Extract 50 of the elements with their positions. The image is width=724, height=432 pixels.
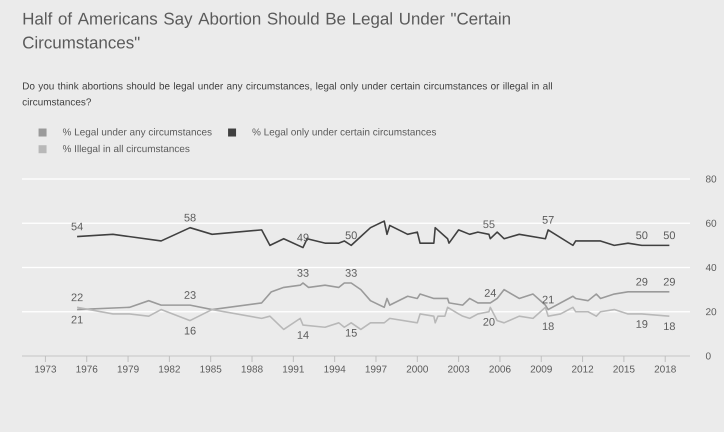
annotation: 49 [297, 234, 309, 242]
annotation: 20 [483, 318, 495, 326]
y-tick-label: 60 [706, 220, 716, 227]
legend-label: % Legal under any circumstances [62, 128, 212, 138]
annotation: 21 [542, 296, 554, 304]
x-tick-label: 1985 [200, 366, 222, 373]
annotation: 19 [636, 320, 648, 328]
chart-subtitle: Do you think abortions should be legal under any circumstances, legal only under certain circumstances or illegal in all circumstances? [22, 82, 552, 106]
x-tick-label: 1991 [283, 366, 304, 373]
annotation: 18 [664, 322, 675, 330]
annotation: 29 [664, 278, 675, 286]
annotation: 14 [298, 331, 309, 339]
annotation: 55 [483, 220, 495, 228]
annotation: 54 [71, 222, 83, 230]
annotation: 58 [184, 214, 196, 222]
annotation: 21 [72, 316, 83, 324]
y-tick-label: 40 [706, 264, 716, 272]
y-tick-label: 20 [706, 308, 716, 316]
annotation: 50 [346, 231, 357, 240]
x-tick-label: 1979 [118, 366, 139, 373]
annotation: 50 [664, 231, 676, 240]
annotation: 23 [184, 291, 196, 299]
x-tick-label: 2009 [530, 366, 552, 373]
legend-label: % Illegal in all circumstances [62, 144, 190, 154]
annotation: 22 [72, 293, 83, 302]
x-tick-label: 2015 [613, 366, 635, 373]
annotation: 33 [297, 269, 309, 277]
annotation: 15 [346, 329, 357, 337]
x-tick-label: 1997 [366, 366, 387, 373]
x-tick-label: 2018 [654, 366, 676, 373]
chart-title: Half of Americans Say Abortion Should Be Legal Under "Certain Circumstances" [23, 12, 510, 49]
y-tick-label: 80 [706, 175, 716, 183]
x-tick-label: 1976 [76, 366, 98, 373]
annotation: 33 [346, 269, 357, 277]
x-tick-label: 1973 [35, 366, 56, 373]
x-tick-label: 1994 [324, 366, 346, 373]
annotation: 57 [542, 216, 554, 224]
annotation: 24 [484, 289, 496, 297]
x-tick-label: 2000 [406, 366, 428, 373]
annotation: 50 [636, 231, 648, 240]
annotation: 29 [636, 278, 648, 286]
x-tick-label: 1988 [242, 366, 263, 373]
x-tick-label: 2012 [572, 366, 594, 373]
x-tick-label: 1982 [159, 366, 180, 373]
legend-label: % Legal only under certain circumstances [252, 128, 436, 138]
y-tick-label: 0 [706, 352, 711, 360]
x-tick-label: 2003 [448, 366, 470, 373]
x-tick-label: 2006 [489, 366, 511, 373]
annotation: 18 [542, 322, 554, 330]
annotation: 16 [184, 326, 196, 335]
